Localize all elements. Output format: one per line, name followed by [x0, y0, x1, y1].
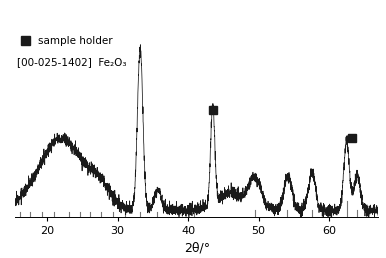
Text: [00-025-1402]  Fe₂O₃: [00-025-1402] Fe₂O₃	[17, 57, 127, 67]
X-axis label: 2θ/°: 2θ/°	[184, 241, 210, 254]
Legend: sample holder: sample holder	[20, 36, 113, 46]
